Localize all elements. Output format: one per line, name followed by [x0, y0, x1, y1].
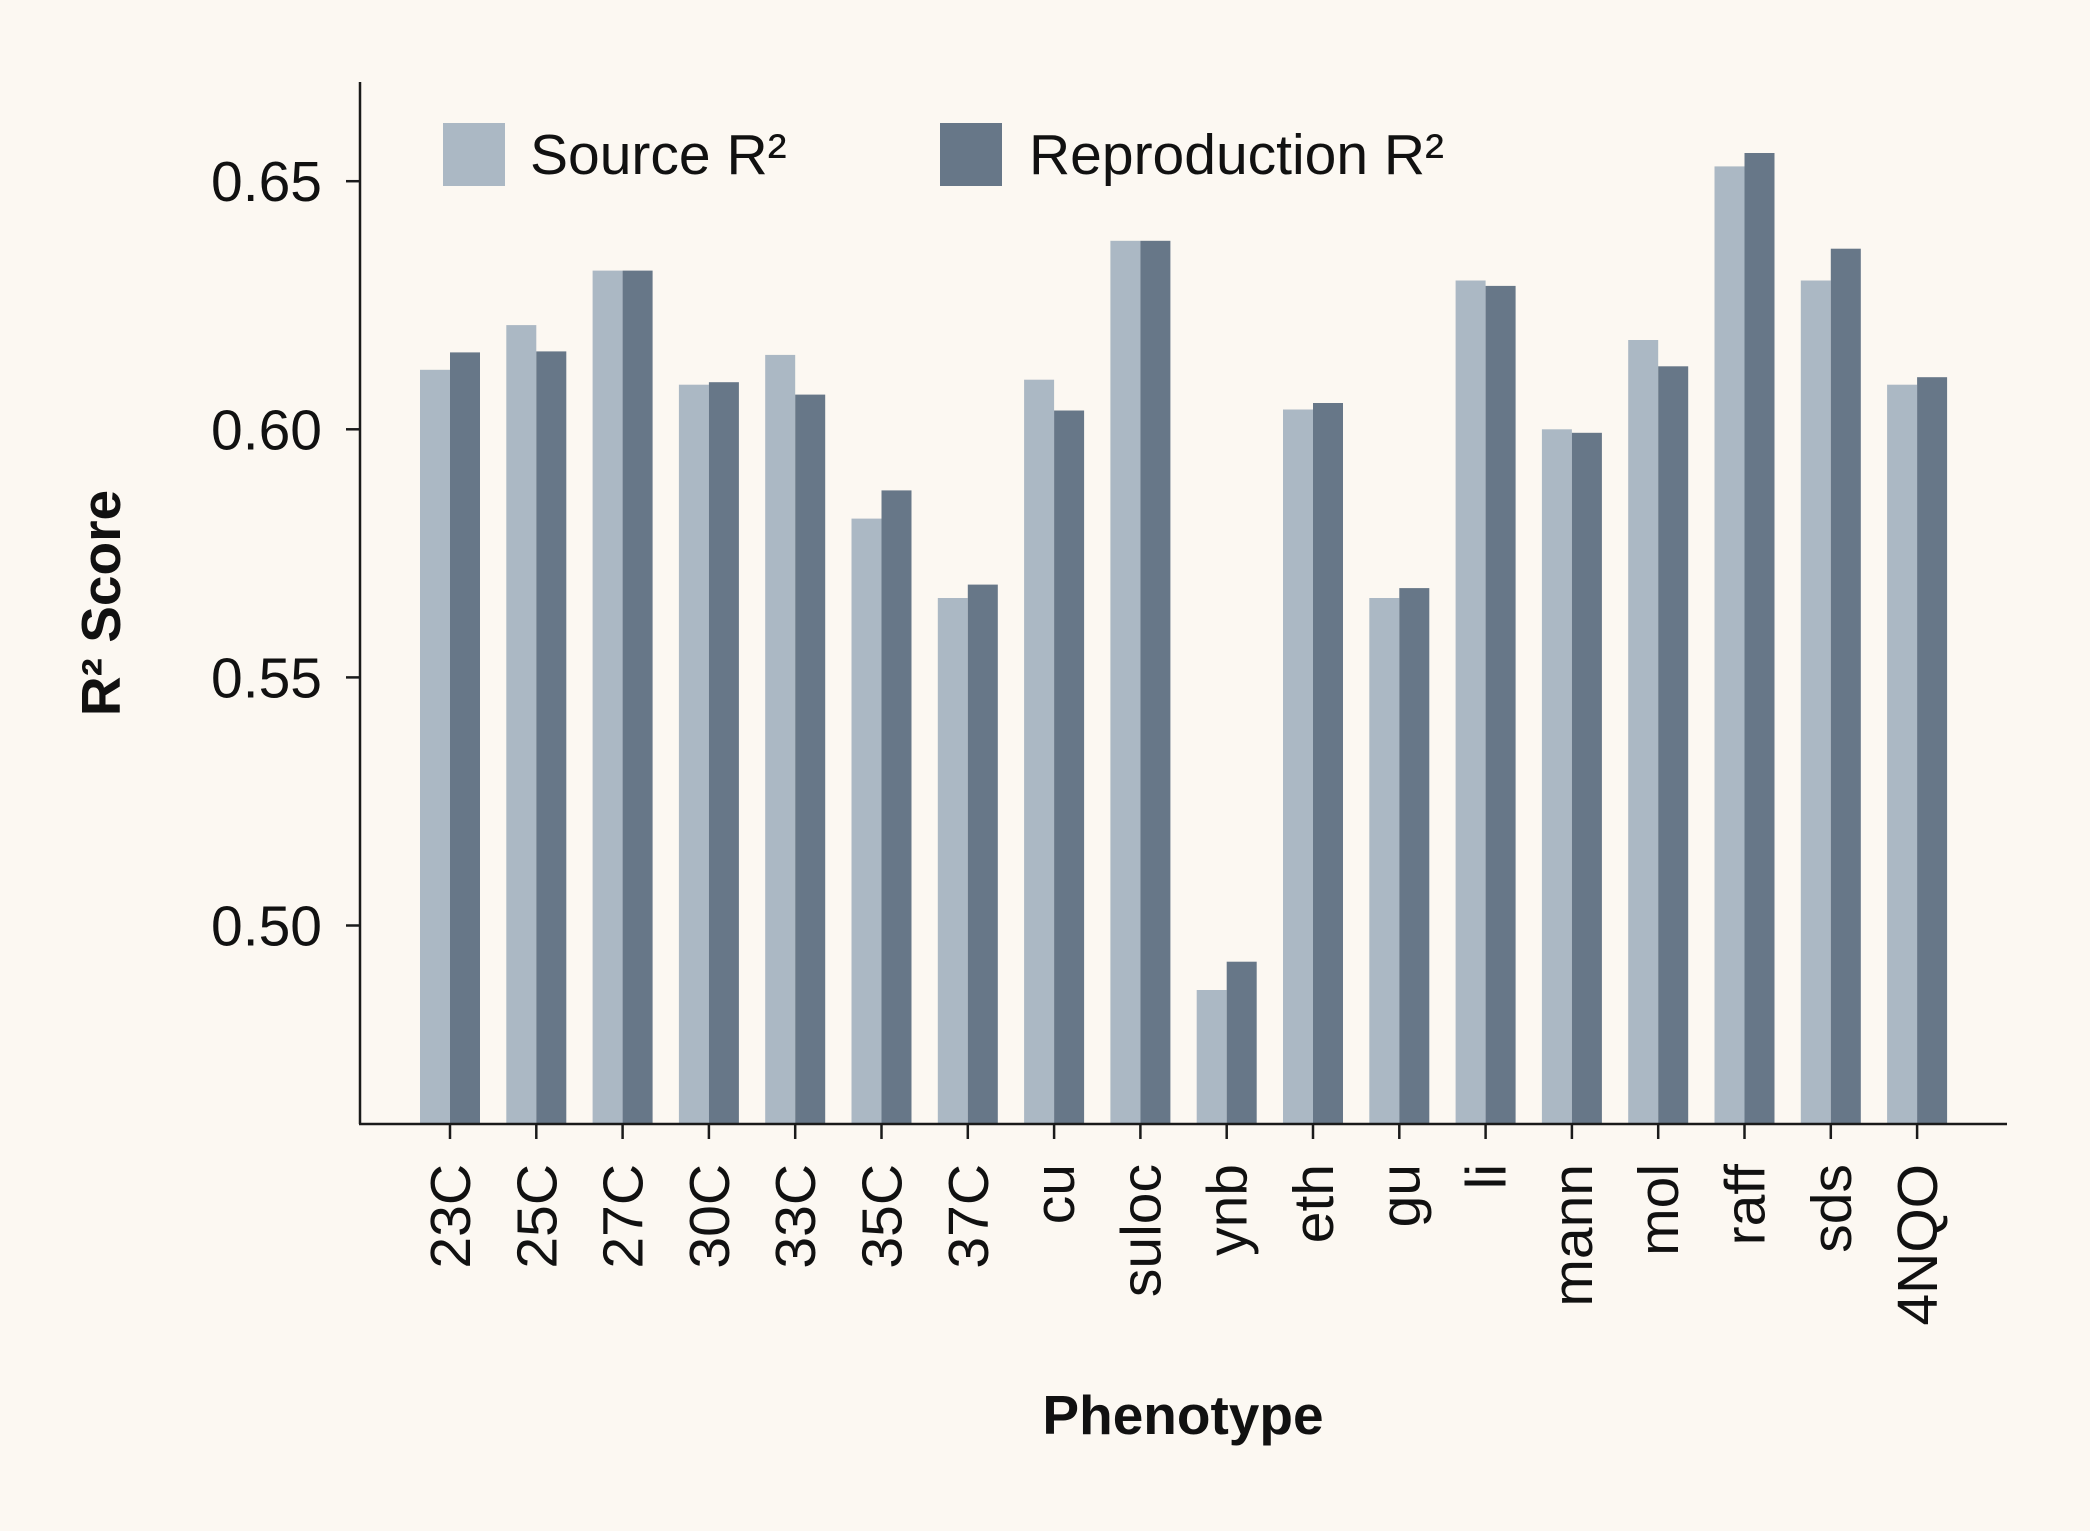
legend-label-source: Source R²	[530, 123, 787, 187]
y-tick-label: 0.65	[211, 150, 322, 214]
bar-reproduction-mann	[1571, 432, 1602, 1124]
bar-source-mann	[1541, 429, 1572, 1124]
legend-label-reproduction: Reproduction R²	[1029, 123, 1444, 187]
bar-reproduction-sds	[1830, 248, 1861, 1124]
bar-source-gu	[1369, 598, 1400, 1124]
x-tick-label: li	[1455, 1164, 1519, 1189]
bar-source-4NQO	[1887, 384, 1918, 1124]
y-ticks: 0.50 0.55 0.60 0.65	[211, 150, 360, 959]
bar-source-suloc	[1110, 240, 1141, 1125]
x-ticks: 23C 25C 27C 30C 33C 35C 37C cu suloc ynb eth gu li ma…	[419, 1124, 1950, 1326]
bar-source-37C	[937, 598, 968, 1124]
bar-reproduction-mol	[1658, 366, 1689, 1124]
legend-swatch-source	[443, 123, 505, 186]
bar-reproduction-cu	[1054, 410, 1085, 1124]
bar-layer	[420, 153, 1948, 1125]
bar-reproduction-25C	[536, 351, 567, 1124]
x-tick-label: 25C	[505, 1164, 569, 1269]
x-tick-label: 33C	[764, 1164, 828, 1269]
x-tick-label: mann	[1541, 1164, 1605, 1307]
x-tick-label: 35C	[851, 1164, 915, 1269]
bar-source-30C	[678, 384, 709, 1124]
legend: Source R² Reproduction R²	[443, 123, 1444, 187]
bar-reproduction-4NQO	[1917, 377, 1948, 1124]
x-tick-label: gu	[1368, 1164, 1432, 1227]
x-tick-label: ynb	[1196, 1164, 1260, 1256]
x-tick-label: eth	[1282, 1164, 1346, 1243]
bar-source-33C	[765, 354, 796, 1124]
bar-reproduction-27C	[622, 270, 653, 1125]
bar-reproduction-33C	[795, 394, 826, 1125]
y-tick-label: 0.55	[211, 646, 322, 710]
x-tick-label: 37C	[937, 1164, 1001, 1269]
bar-reproduction-37C	[967, 584, 998, 1124]
x-tick-label: suloc	[1109, 1164, 1173, 1297]
x-tick-label: 27C	[592, 1164, 656, 1269]
bar-source-mol	[1628, 340, 1659, 1124]
legend-swatch-reproduction	[940, 123, 1002, 186]
bar-source-eth	[1283, 409, 1313, 1124]
x-tick-label: 4NQO	[1886, 1164, 1950, 1326]
axes	[358, 82, 2007, 1126]
bar-source-ynb	[1196, 990, 1227, 1124]
bar-reproduction-li	[1485, 285, 1516, 1124]
x-tick-label: mol	[1627, 1164, 1691, 1256]
x-tick-label: 30C	[678, 1164, 742, 1269]
bar-source-25C	[506, 325, 537, 1125]
y-axis-title: R² Score	[70, 490, 132, 716]
bar-reproduction-23C	[450, 352, 480, 1124]
bar-reproduction-ynb	[1226, 961, 1257, 1124]
bar-reproduction-gu	[1399, 588, 1430, 1124]
x-axis-title: Phenotype	[1042, 1384, 1323, 1446]
x-tick-label: cu	[1023, 1164, 1087, 1224]
bar-reproduction-raff	[1744, 153, 1775, 1124]
bar-source-23C	[420, 369, 450, 1124]
bar-reproduction-30C	[708, 382, 739, 1124]
x-tick-label: sds	[1800, 1164, 1864, 1253]
bar-source-raff	[1714, 166, 1745, 1124]
bar-source-27C	[592, 270, 623, 1125]
y-tick-label: 0.60	[211, 398, 322, 462]
y-tick-label: 0.50	[211, 895, 322, 959]
bar-reproduction-35C	[881, 490, 912, 1124]
bar-source-li	[1455, 280, 1486, 1124]
bar-reproduction-eth	[1313, 403, 1343, 1124]
bar-source-35C	[851, 518, 882, 1124]
bar-source-cu	[1024, 379, 1055, 1124]
bar-source-sds	[1800, 280, 1831, 1124]
x-tick-label: 23C	[419, 1164, 483, 1269]
bar-reproduction-suloc	[1140, 240, 1171, 1125]
x-tick-label: raff	[1714, 1164, 1778, 1245]
